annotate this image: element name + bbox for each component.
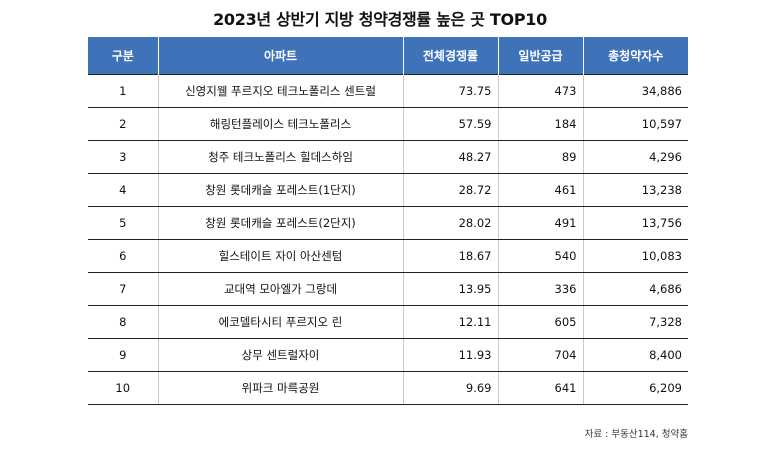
rank-cell: 1 bbox=[88, 74, 159, 108]
table-row: 9 상무 센트럴자이 11.93 704 8,400 bbox=[88, 338, 688, 372]
table-header-row: 구분 아파트 전체경쟁률 일반공급 총청약자수 bbox=[88, 37, 688, 75]
apartment-cell: 위파크 마륵공원 bbox=[158, 371, 404, 405]
applicants-cell: 8,400 bbox=[583, 338, 688, 372]
table-row: 2 해링턴플레이스 테크노폴리스 57.59 184 10,597 bbox=[88, 107, 688, 141]
ratio-cell: 48.27 bbox=[403, 140, 499, 174]
ratio-cell: 28.72 bbox=[403, 173, 499, 207]
apartment-cell: 신영지웰 푸르지오 테크노폴리스 센트럴 bbox=[158, 74, 404, 108]
applicants-cell: 10,083 bbox=[583, 239, 688, 273]
table-row: 4 창원 롯데캐슬 포레스트(1단지) 28.72 461 13,238 bbox=[88, 173, 688, 207]
rank-cell: 4 bbox=[88, 173, 159, 207]
applicants-cell: 7,328 bbox=[583, 305, 688, 339]
apartment-cell: 창원 롯데캐슬 포레스트(1단지) bbox=[158, 173, 404, 207]
header-applicants: 총청약자수 bbox=[583, 37, 688, 75]
applicants-cell: 34,886 bbox=[583, 74, 688, 108]
supply-cell: 184 bbox=[498, 107, 584, 141]
table-row: 8 에코델타시티 푸르지오 린 12.11 605 7,328 bbox=[88, 305, 688, 339]
apartment-cell: 해링턴플레이스 테크노폴리스 bbox=[158, 107, 404, 141]
supply-cell: 89 bbox=[498, 140, 584, 174]
competition-table: 구분 아파트 전체경쟁률 일반공급 총청약자수 1 신영지웰 푸르지오 테크노폴… bbox=[88, 37, 688, 405]
supply-cell: 540 bbox=[498, 239, 584, 273]
supply-cell: 605 bbox=[498, 305, 584, 339]
ratio-cell: 57.59 bbox=[403, 107, 499, 141]
applicants-cell: 4,686 bbox=[583, 272, 688, 306]
ratio-cell: 18.67 bbox=[403, 239, 499, 273]
supply-cell: 641 bbox=[498, 371, 584, 405]
apartment-cell: 에코델타시티 푸르지오 린 bbox=[158, 305, 404, 339]
table-row: 1 신영지웰 푸르지오 테크노폴리스 센트럴 73.75 473 34,886 bbox=[88, 74, 688, 108]
rank-cell: 7 bbox=[88, 272, 159, 306]
rank-cell: 8 bbox=[88, 305, 159, 339]
header-ratio: 전체경쟁률 bbox=[403, 37, 499, 75]
rank-cell: 6 bbox=[88, 239, 159, 273]
header-rank: 구분 bbox=[88, 37, 159, 75]
rank-cell: 5 bbox=[88, 206, 159, 240]
apartment-cell: 창원 롯데캐슬 포레스트(2단지) bbox=[158, 206, 404, 240]
apartment-cell: 청주 테크노폴리스 힐데스하임 bbox=[158, 140, 404, 174]
page-title: 2023년 상반기 지방 청약경쟁률 높은 곳 TOP10 bbox=[213, 10, 547, 29]
rank-cell: 9 bbox=[88, 338, 159, 372]
table-row: 5 창원 롯데캐슬 포레스트(2단지) 28.02 491 13,756 bbox=[88, 206, 688, 240]
applicants-cell: 13,238 bbox=[583, 173, 688, 207]
applicants-cell: 10,597 bbox=[583, 107, 688, 141]
table-row: 10 위파크 마륵공원 9.69 641 6,209 bbox=[88, 371, 688, 405]
rank-cell: 2 bbox=[88, 107, 159, 141]
applicants-cell: 4,296 bbox=[583, 140, 688, 174]
apartment-cell: 교대역 모아엘가 그랑데 bbox=[158, 272, 404, 306]
ratio-cell: 9.69 bbox=[403, 371, 499, 405]
supply-cell: 704 bbox=[498, 338, 584, 372]
rank-cell: 10 bbox=[88, 371, 159, 405]
ratio-cell: 13.95 bbox=[403, 272, 499, 306]
table-row: 6 힐스테이트 자이 아산센텀 18.67 540 10,083 bbox=[88, 239, 688, 273]
ratio-cell: 28.02 bbox=[403, 206, 499, 240]
applicants-cell: 13,756 bbox=[583, 206, 688, 240]
applicants-cell: 6,209 bbox=[583, 371, 688, 405]
header-supply: 일반공급 bbox=[498, 37, 584, 75]
supply-cell: 491 bbox=[498, 206, 584, 240]
header-apartment: 아파트 bbox=[158, 37, 404, 75]
supply-cell: 336 bbox=[498, 272, 584, 306]
table-row: 7 교대역 모아엘가 그랑데 13.95 336 4,686 bbox=[88, 272, 688, 306]
ratio-cell: 11.93 bbox=[403, 338, 499, 372]
source-note: 자료 : 부동산114, 청약홈 bbox=[584, 429, 688, 440]
supply-cell: 461 bbox=[498, 173, 584, 207]
apartment-cell: 힐스테이트 자이 아산센텀 bbox=[158, 239, 404, 273]
ratio-cell: 73.75 bbox=[403, 74, 499, 108]
apartment-cell: 상무 센트럴자이 bbox=[158, 338, 404, 372]
ratio-cell: 12.11 bbox=[403, 305, 499, 339]
supply-cell: 473 bbox=[498, 74, 584, 108]
table-row: 3 청주 테크노폴리스 힐데스하임 48.27 89 4,296 bbox=[88, 140, 688, 174]
rank-cell: 3 bbox=[88, 140, 159, 174]
